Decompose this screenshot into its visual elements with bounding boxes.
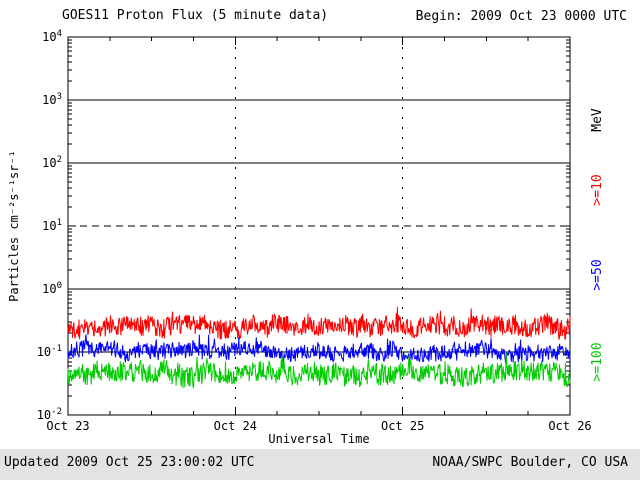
legend-ge10-label: >=10: [590, 174, 605, 206]
legend-ge100-label: >=100: [590, 342, 605, 382]
y-tick-label: 101: [42, 218, 62, 233]
y-tick-label: 10-2: [37, 407, 62, 422]
footer-bar: Updated 2009 Oct 25 23:00:02 UTC NOAA/SW…: [0, 449, 640, 480]
legend-ge50-label: >=50: [590, 259, 605, 291]
x-tick-label: Oct 23: [46, 419, 89, 433]
series-line-ge100: [67, 351, 571, 389]
x-tick-label: Oct 26: [548, 419, 591, 433]
x-tick-label: Oct 25: [381, 419, 424, 433]
legend-unit-label: MeV: [590, 108, 605, 132]
credit-label: NOAA/SWPC Boulder, CO USA: [432, 455, 628, 470]
y-tick-label: 104: [42, 29, 62, 44]
y-tick-label: 10-1: [37, 344, 62, 359]
y-axis-label: Particles cm⁻²s⁻¹sr⁻¹: [7, 150, 21, 302]
x-tick-label: Oct 24: [214, 419, 257, 433]
updated-timestamp: Updated 2009 Oct 25 23:00:02 UTC: [4, 455, 255, 470]
x-axis-label: Universal Time: [268, 432, 370, 446]
series-line-ge50: [67, 334, 571, 363]
plot-border: [67, 36, 571, 416]
y-tick-label: 102: [42, 155, 62, 170]
y-tick-label: 100: [42, 281, 62, 296]
series-line-ge10: [67, 306, 571, 340]
begin-timestamp: Begin: 2009 Oct 23 0000 UTC: [415, 9, 627, 24]
y-tick-label: 103: [42, 92, 62, 107]
chart-title: GOES11 Proton Flux (5 minute data): [62, 8, 329, 23]
